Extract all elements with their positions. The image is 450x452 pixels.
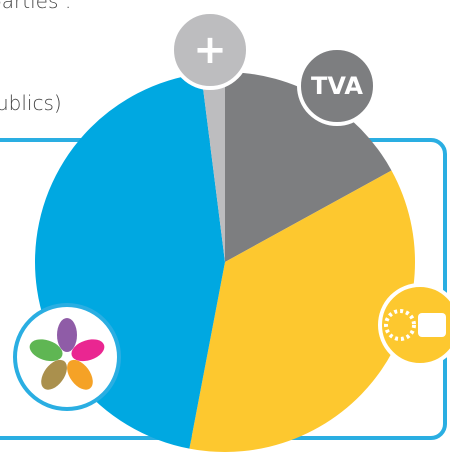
icon-glyph <box>418 313 446 337</box>
icon-glyph <box>41 359 67 390</box>
icon <box>170 10 250 90</box>
icon-glyph <box>67 359 93 390</box>
icon <box>13 303 121 411</box>
icon-glyph <box>71 339 105 362</box>
pie-slice <box>201 72 225 262</box>
annotation: 3 parties : <box>0 0 71 13</box>
icons: + TVA <box>13 10 450 411</box>
icon-glyph <box>384 309 416 341</box>
pie-slice <box>189 170 415 452</box>
annotation: ublics) <box>0 91 62 115</box>
icon-label: + <box>193 27 227 73</box>
icon-label: TVA <box>311 72 363 100</box>
icon-glyph <box>29 339 63 362</box>
icon <box>297 46 377 126</box>
icon-glyph <box>57 318 77 352</box>
